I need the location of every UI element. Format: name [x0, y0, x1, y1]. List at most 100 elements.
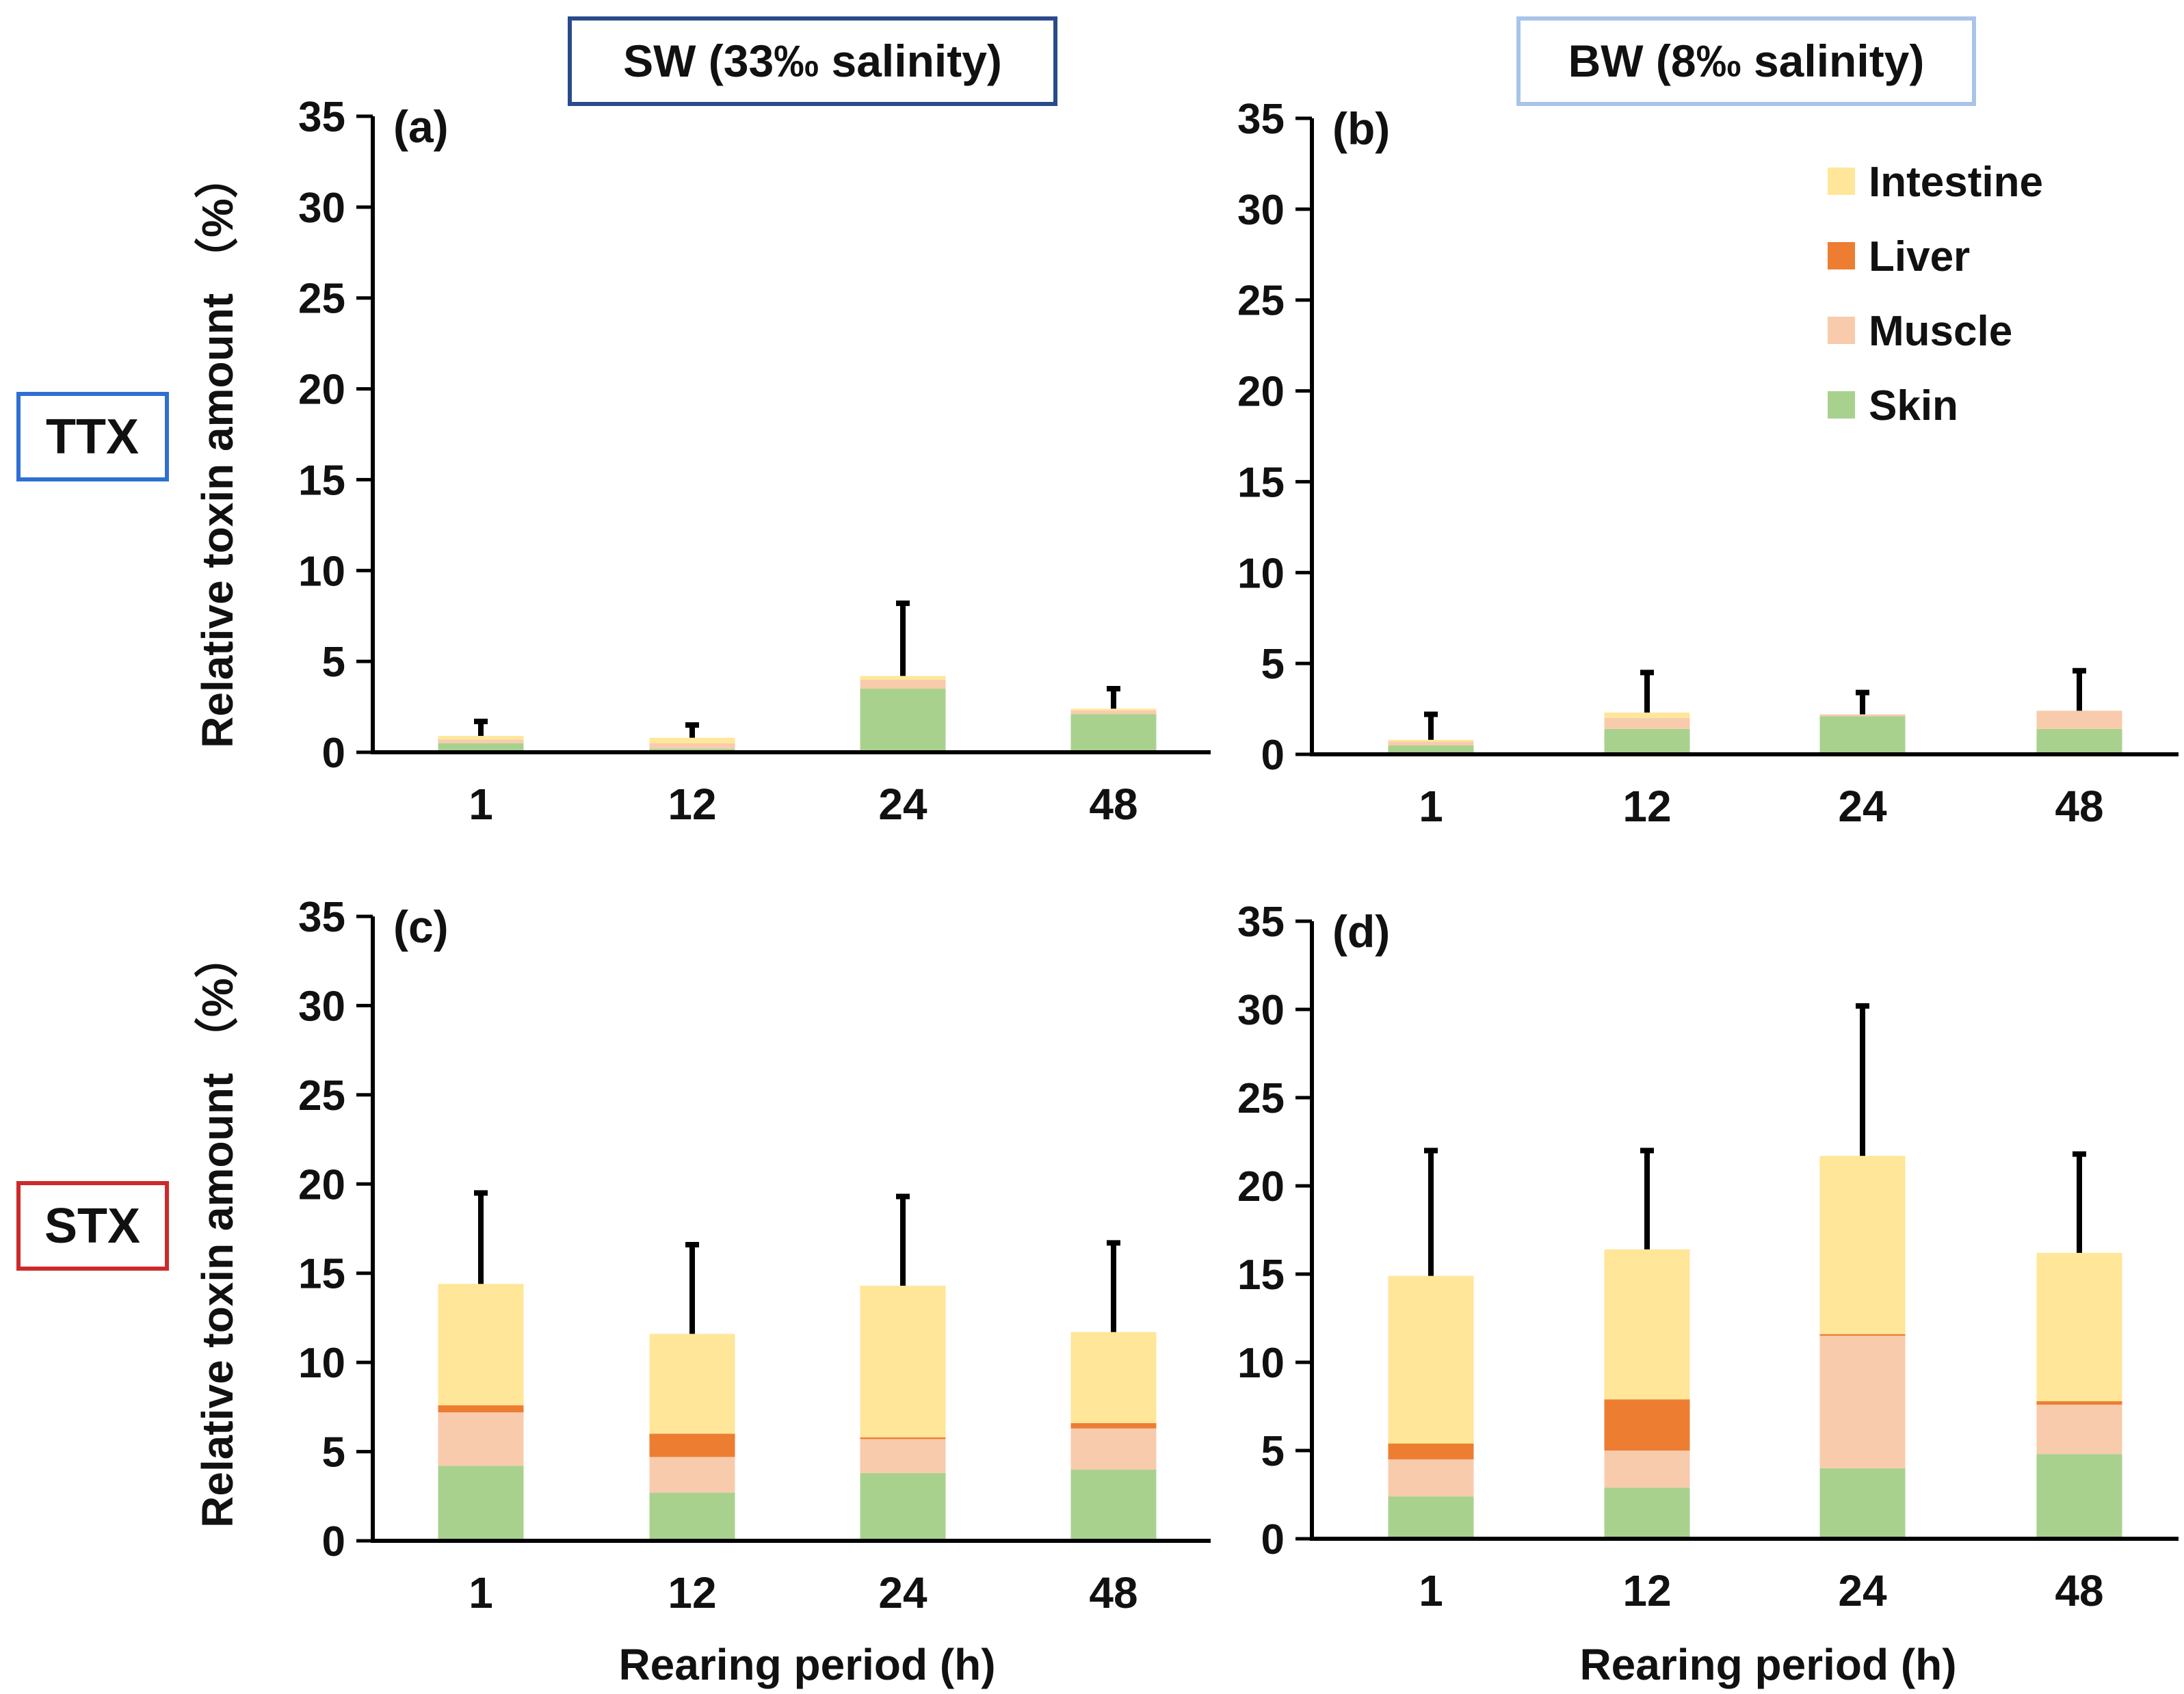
bar-skin-24: [1819, 1468, 1906, 1539]
y-tick-label-35: 35: [298, 94, 345, 141]
y-tick-label-20: 20: [298, 1161, 345, 1208]
bar-skin-48: [2036, 1454, 2122, 1539]
panel-d: 1 12 24 48 0 5 10 15 20 25 30 35 (d): [1237, 899, 2179, 1615]
bar-intestine-24: [1819, 1156, 1906, 1334]
y-tick-label-0: 0: [322, 1518, 345, 1565]
y-axis-title-top: Relative toxin amount （%）: [193, 155, 242, 748]
legend-swatch-skin: [1828, 391, 1855, 419]
y-tick-label-10: 10: [298, 548, 345, 595]
x-tick-label-24: 24: [1838, 1566, 1887, 1615]
y-tick-label-35: 35: [298, 894, 345, 941]
y-tick-label-25: 25: [298, 1072, 345, 1120]
bar-muscle-12: [1604, 717, 1690, 729]
legend-label-liver: Liver: [1869, 233, 1970, 280]
bar-liver-24: [1819, 1334, 1906, 1336]
y-tick-label-25: 25: [1237, 278, 1285, 325]
bar-muscle-24: [1819, 714, 1906, 717]
x-axis-title-left: Rearing period (h): [618, 1640, 995, 1689]
x-tick-label-48: 48: [2055, 782, 2103, 831]
bar-liver-24: [860, 1437, 946, 1440]
y-tick-label-35: 35: [1237, 899, 1285, 946]
y-tick-label-15: 15: [1237, 459, 1285, 506]
bar-muscle-24: [1819, 1336, 1906, 1468]
panel-label: (a): [393, 101, 449, 152]
bar-intestine-12: [1604, 1249, 1690, 1400]
panel-a: 1 12 24 48 0 5 10 15 20 25 30 35 (a): [298, 94, 1211, 829]
panel-label: (b): [1332, 103, 1390, 154]
x-tick-label-48: 48: [2055, 1566, 2103, 1615]
legend: Intestine Liver Muscle Skin: [1828, 159, 2043, 429]
ttx-label-text: TTX: [46, 410, 139, 464]
y-tick-label-20: 20: [1237, 369, 1285, 416]
bar-liver-1: [1388, 1443, 1474, 1459]
panel-label: (d): [1332, 906, 1390, 957]
stx-row-label: STX: [16, 1181, 169, 1271]
y-axis-title-bottom: Relative toxin amount （%）: [193, 934, 242, 1528]
bar-intestine-24: [860, 676, 946, 680]
bar-skin-12: [1604, 728, 1690, 754]
bar-muscle-1: [438, 739, 524, 743]
bar-liver-48: [1070, 1422, 1157, 1429]
bar-muscle-12: [649, 743, 735, 749]
bar-skin-12: [649, 1492, 735, 1541]
y-tick-label-0: 0: [322, 730, 345, 777]
panel-c: 1 12 24 48 0 5 10 15 20 25 30 35 (c): [298, 894, 1211, 1617]
bar-liver-12: [1604, 1399, 1690, 1451]
bar-skin-24: [860, 1472, 946, 1541]
bar-muscle-48: [2036, 711, 2122, 729]
y-tick-label-10: 10: [1237, 1340, 1285, 1387]
legend-label-skin: Skin: [1869, 382, 1958, 429]
bw-header-label: BW (8‰ salinity): [1568, 36, 1925, 86]
bw-header-box: [1516, 16, 1976, 106]
sw-header-label: SW (33‰ salinity): [623, 36, 1002, 86]
x-tick-label-48: 48: [1089, 780, 1137, 829]
y-tick-label-30: 30: [1237, 987, 1285, 1034]
bar-skin-48: [1070, 714, 1157, 752]
y-tick-label-10: 10: [298, 1340, 345, 1387]
bar-intestine-48: [1070, 709, 1157, 711]
y-tick-label-5: 5: [322, 639, 345, 686]
legend-label-intestine: Intestine: [1869, 159, 2043, 206]
panel-label: (c): [393, 901, 449, 952]
x-tick-label-12: 12: [668, 1568, 716, 1617]
sw-header-box: [568, 16, 1057, 106]
bar-intestine-12: [649, 737, 735, 743]
bar-intestine-24: [860, 1285, 946, 1438]
y-tick-label-5: 5: [1261, 641, 1285, 688]
y-tick-label-10: 10: [1237, 550, 1285, 597]
x-tick-label-48: 48: [1089, 1568, 1137, 1617]
legend-label-muscle: Muscle: [1869, 308, 2012, 355]
bar-muscle-48: [1070, 1428, 1157, 1470]
bar-muscle-1: [1388, 741, 1474, 745]
y-tick-label-5: 5: [322, 1429, 345, 1477]
y-tick-label-30: 30: [1237, 187, 1285, 234]
bar-muscle-1: [1388, 1459, 1474, 1497]
y-tick-label-20: 20: [1237, 1163, 1285, 1210]
bar-muscle-24: [860, 679, 946, 689]
bar-skin-1: [1388, 1496, 1474, 1539]
ttx-label-box: [16, 392, 169, 481]
y-tick-label-15: 15: [1237, 1252, 1285, 1299]
bar-muscle-12: [649, 1457, 735, 1493]
bar-intestine-1: [1388, 1275, 1474, 1444]
y-tick-label-25: 25: [298, 276, 345, 323]
sw-header: SW (33‰ salinity): [568, 16, 1057, 106]
bar-intestine-1: [438, 1284, 524, 1405]
stx-label-box: [16, 1181, 169, 1271]
bar-skin-24: [860, 689, 946, 752]
legend-swatch-muscle: [1828, 317, 1855, 344]
bar-skin-1: [438, 743, 524, 752]
x-tick-label-12: 12: [1622, 1566, 1671, 1615]
bar-intestine-12: [1604, 712, 1690, 718]
x-axis-title-right: Rearing period (h): [1579, 1640, 1956, 1689]
bar-intestine-48: [1070, 1332, 1157, 1423]
x-tick-label-12: 12: [668, 780, 716, 829]
y-tick-label-15: 15: [298, 457, 345, 504]
bar-muscle-1: [438, 1412, 524, 1466]
bar-intestine-48: [2036, 1253, 2122, 1401]
bar-muscle-12: [1604, 1451, 1690, 1488]
bar-muscle-48: [1070, 710, 1157, 715]
x-tick-label-1: 1: [469, 1568, 493, 1617]
y-tick-label-0: 0: [1261, 1516, 1285, 1563]
